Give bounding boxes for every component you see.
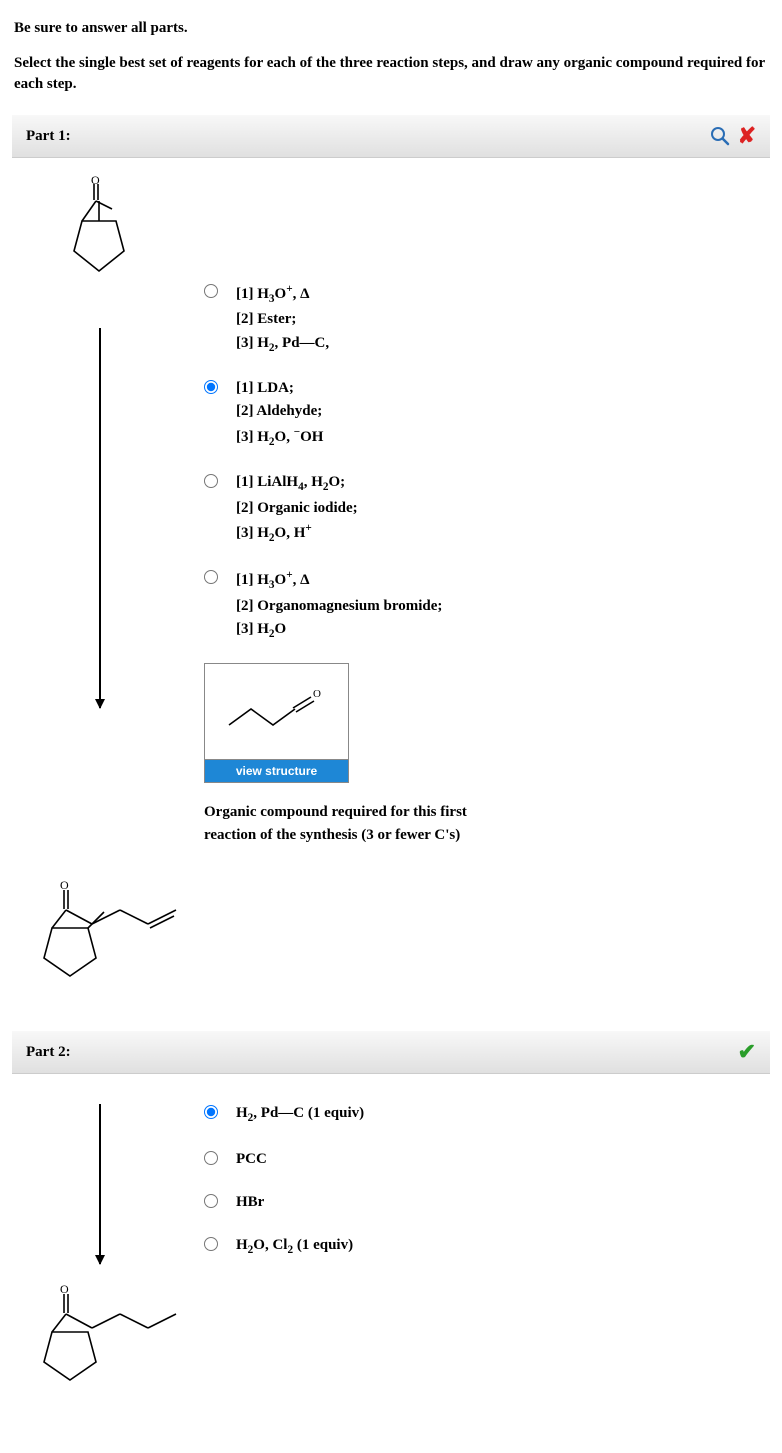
part2-options: H2, Pd—C (1 equiv) PCC HBr H2O, Cl2 (1 e… <box>204 1102 758 1259</box>
part1-product-structure: O <box>30 876 200 1001</box>
part1-start-structure: O <box>44 176 214 291</box>
part2-option-c[interactable]: HBr <box>204 1191 758 1214</box>
part1-body: O [1] H3O+, Δ [2] Ester; [3] H2, Pd—C, [… <box>14 158 768 1031</box>
part1-option-c[interactable]: [1] LiAlH4, H2O; [2] Organic iodide; [3]… <box>204 471 758 547</box>
svg-text:O: O <box>60 1282 69 1296</box>
part1-radio-a[interactable] <box>204 284 218 298</box>
zoom-icon[interactable] <box>710 126 730 146</box>
part2-header: Part 2: ✔ <box>12 1031 770 1074</box>
part2-product-structure: O <box>30 1280 200 1405</box>
part2-option-a[interactable]: H2, Pd—C (1 equiv) <box>204 1102 758 1127</box>
drawn-structure-canvas[interactable]: O <box>205 664 348 759</box>
part1-options: [1] H3O+, Δ [2] Ester; [3] H2, Pd—C, [1]… <box>204 281 758 643</box>
part2-option-b[interactable]: PCC <box>204 1148 758 1171</box>
part2-body: H2, Pd—C (1 equiv) PCC HBr H2O, Cl2 (1 e… <box>14 1074 768 1434</box>
reaction-arrow-1 <box>99 328 101 708</box>
part1-option-c-text: [1] LiAlH4, H2O; [2] Organic iodide; [3]… <box>236 471 358 547</box>
part1-option-d-text: [1] H3O+, Δ [2] Organomagnesium bromide;… <box>236 567 442 643</box>
part1-option-d[interactable]: [1] H3O+, Δ [2] Organomagnesium bromide;… <box>204 567 758 643</box>
part1-option-b-text: [1] LDA; [2] Aldehyde; [3] H2O, −OH <box>236 377 323 451</box>
part2-radio-d[interactable] <box>204 1237 218 1251</box>
svg-text:O: O <box>313 688 321 700</box>
part2-option-d-text: H2O, Cl2 (1 equiv) <box>236 1234 353 1259</box>
part2-radio-b[interactable] <box>204 1151 218 1165</box>
part2-option-b-text: PCC <box>236 1148 267 1171</box>
part1-title: Part 1: <box>26 128 71 145</box>
part2-option-d[interactable]: H2O, Cl2 (1 equiv) <box>204 1234 758 1259</box>
view-structure-button[interactable]: view structure <box>205 759 348 782</box>
part1-radio-c[interactable] <box>204 474 218 488</box>
part2-option-c-text: HBr <box>236 1191 264 1214</box>
part1-header: Part 1: ✘ <box>12 115 770 158</box>
correct-icon: ✔ <box>738 1041 756 1063</box>
part2-option-a-text: H2, Pd—C (1 equiv) <box>236 1102 364 1127</box>
part1-option-b[interactable]: [1] LDA; [2] Aldehyde; [3] H2O, −OH <box>204 377 758 451</box>
part1-option-a-text: [1] H3O+, Δ [2] Ester; [3] H2, Pd—C, <box>236 281 329 357</box>
part2-radio-c[interactable] <box>204 1194 218 1208</box>
draw-caption: Organic compound required for this first… <box>204 801 484 846</box>
part2-radio-a[interactable] <box>204 1105 218 1119</box>
structure-draw-box: O view structure <box>204 663 349 783</box>
part1-radio-d[interactable] <box>204 570 218 584</box>
svg-text:O: O <box>91 176 100 187</box>
part2-title: Part 2: <box>26 1044 71 1061</box>
wrong-icon: ✘ <box>738 125 756 147</box>
reaction-arrow-2 <box>99 1104 101 1264</box>
part1-radio-b[interactable] <box>204 380 218 394</box>
instructions-line-1: Be sure to answer all parts. <box>14 18 768 39</box>
svg-text:O: O <box>60 878 69 892</box>
part1-option-a[interactable]: [1] H3O+, Δ [2] Ester; [3] H2, Pd—C, <box>204 281 758 357</box>
instructions-line-2: Select the single best set of reagents f… <box>14 53 768 95</box>
